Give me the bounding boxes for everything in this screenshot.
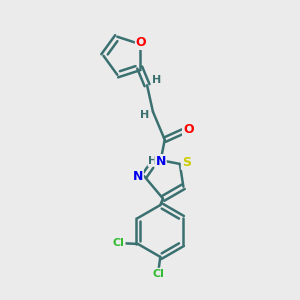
Text: N: N	[133, 170, 143, 183]
Text: S: S	[182, 156, 191, 169]
Text: H: H	[140, 110, 149, 120]
Text: Cl: Cl	[153, 269, 165, 279]
Text: H: H	[148, 156, 158, 166]
Text: H: H	[152, 75, 161, 85]
Text: Cl: Cl	[113, 238, 125, 248]
Text: N: N	[155, 155, 166, 168]
Text: O: O	[136, 36, 146, 49]
Text: O: O	[183, 123, 194, 136]
